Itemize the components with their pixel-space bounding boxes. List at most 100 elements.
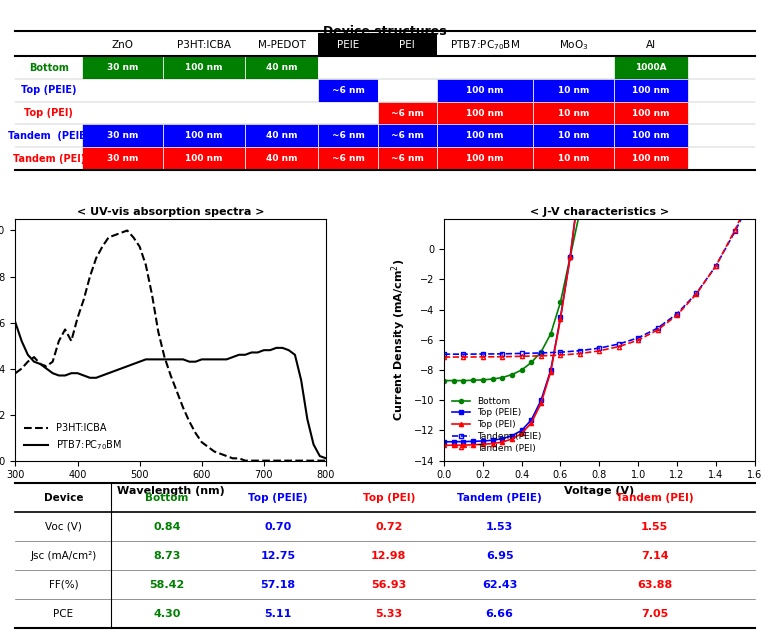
FancyBboxPatch shape xyxy=(82,147,163,170)
Top (PEI) xyxy=(527,419,536,427)
FancyBboxPatch shape xyxy=(319,124,377,147)
P3HT:ICBA xyxy=(129,233,138,241)
FancyBboxPatch shape xyxy=(245,56,319,79)
Text: ~6 nm: ~6 nm xyxy=(390,109,424,118)
Text: 7.14: 7.14 xyxy=(641,551,668,561)
FancyBboxPatch shape xyxy=(15,102,82,124)
Text: Top (PEI): Top (PEI) xyxy=(24,108,73,118)
Text: PTB7:PC$_{70}$BM: PTB7:PC$_{70}$BM xyxy=(450,38,520,52)
Bottom xyxy=(507,370,517,378)
Top (PEIE) xyxy=(449,438,458,445)
Text: Al: Al xyxy=(646,40,656,50)
Line: Top (PEI): Top (PEI) xyxy=(442,93,591,447)
Line: PTB7:PC$_{70}$BM: PTB7:PC$_{70}$BM xyxy=(15,322,326,458)
Tandem (PEIE) xyxy=(750,185,759,193)
PTB7:PC$_{70}$BM xyxy=(216,356,225,363)
FancyBboxPatch shape xyxy=(533,56,614,79)
P3HT:ICBA xyxy=(160,353,169,361)
P3HT:ICBA xyxy=(35,360,45,368)
P3HT:ICBA xyxy=(203,443,213,451)
FancyBboxPatch shape xyxy=(319,33,377,56)
Text: 12.75: 12.75 xyxy=(260,551,296,561)
Top (PEIE) xyxy=(468,437,477,445)
FancyBboxPatch shape xyxy=(437,102,533,124)
FancyBboxPatch shape xyxy=(614,56,688,79)
FancyBboxPatch shape xyxy=(319,79,377,102)
FancyBboxPatch shape xyxy=(245,147,319,170)
Text: 30 nm: 30 nm xyxy=(107,131,139,140)
P3HT:ICBA xyxy=(179,404,188,412)
FancyBboxPatch shape xyxy=(82,33,163,56)
Top (PEIE) xyxy=(459,438,468,445)
Line: Top (PEIE): Top (PEIE) xyxy=(442,96,591,444)
FancyBboxPatch shape xyxy=(614,33,688,56)
Line: Tandem (PEIE): Tandem (PEIE) xyxy=(442,187,757,356)
FancyBboxPatch shape xyxy=(437,124,533,147)
P3HT:ICBA xyxy=(240,457,249,465)
Top (PEI) xyxy=(468,441,477,449)
Legend: P3HT:ICBA, PTB7:PC$_{70}$BM: P3HT:ICBA, PTB7:PC$_{70}$BM xyxy=(20,419,126,456)
PTB7:PC$_{70}$BM xyxy=(104,369,113,377)
FancyBboxPatch shape xyxy=(15,56,82,79)
FancyBboxPatch shape xyxy=(245,102,319,124)
Top (PEIE) xyxy=(537,396,546,404)
Text: 100 nm: 100 nm xyxy=(632,131,670,140)
Tandem (PEIE) xyxy=(740,208,749,215)
Top (PEI) xyxy=(575,176,584,183)
FancyBboxPatch shape xyxy=(82,56,163,79)
Top (PEI) xyxy=(537,399,546,407)
Text: PCE: PCE xyxy=(53,609,73,619)
Top (PEI) xyxy=(497,438,507,446)
Top (PEIE) xyxy=(507,432,517,440)
Bottom xyxy=(478,376,487,384)
P3HT:ICBA xyxy=(216,450,225,458)
Bottom xyxy=(488,375,497,383)
FancyBboxPatch shape xyxy=(614,102,688,124)
PTB7:PC$_{70}$BM xyxy=(234,351,243,358)
Tandem (PEI) xyxy=(556,351,565,359)
Top (PEIE) xyxy=(585,94,594,102)
Text: 30 nm: 30 nm xyxy=(107,154,139,163)
Tandem (PEI) xyxy=(517,353,526,360)
Tandem (PEI) xyxy=(614,343,624,351)
Text: 7.05: 7.05 xyxy=(641,609,668,619)
Text: 57.18: 57.18 xyxy=(260,579,296,590)
FancyBboxPatch shape xyxy=(437,79,533,102)
Text: 30 nm: 30 nm xyxy=(107,63,139,72)
FancyBboxPatch shape xyxy=(377,79,437,102)
Bottom xyxy=(546,330,555,338)
Tandem (PEI) xyxy=(711,262,721,270)
Bottom xyxy=(517,366,526,374)
Top (PEIE) xyxy=(440,438,449,445)
Tandem (PEIE) xyxy=(594,344,604,352)
Legend: Bottom, Top (PEIE), Top (PEI), Tandem (PEIE), Tandem (PEI): Bottom, Top (PEIE), Top (PEI), Tandem (P… xyxy=(449,393,545,456)
Text: 40 nm: 40 nm xyxy=(266,154,297,163)
Text: 10 nm: 10 nm xyxy=(557,86,589,95)
Text: PEI: PEI xyxy=(400,40,415,50)
FancyBboxPatch shape xyxy=(15,79,82,102)
Bottom xyxy=(585,154,594,162)
Text: 100 nm: 100 nm xyxy=(632,154,670,163)
Top (PEIE) xyxy=(546,366,555,374)
FancyBboxPatch shape xyxy=(319,102,377,124)
FancyBboxPatch shape xyxy=(533,102,614,124)
Text: Device: Device xyxy=(44,493,83,503)
Text: 40 nm: 40 nm xyxy=(266,131,297,140)
Tandem (PEI) xyxy=(691,290,701,298)
Top (PEI) xyxy=(566,253,575,261)
Text: Tandem (PEI): Tandem (PEI) xyxy=(12,153,85,163)
Top (PEI) xyxy=(585,91,594,99)
Text: ~6 nm: ~6 nm xyxy=(332,131,364,140)
Top (PEI) xyxy=(488,440,497,447)
FancyBboxPatch shape xyxy=(377,124,437,147)
Top (PEI) xyxy=(546,368,555,376)
Tandem (PEIE) xyxy=(575,347,584,354)
FancyBboxPatch shape xyxy=(82,79,163,102)
Top (PEIE) xyxy=(497,435,507,442)
Tandem (PEIE) xyxy=(556,348,565,356)
FancyBboxPatch shape xyxy=(437,56,533,79)
Text: 100 nm: 100 nm xyxy=(466,131,504,140)
Text: ~6 nm: ~6 nm xyxy=(332,86,364,95)
Text: Top (PEIE): Top (PEIE) xyxy=(21,85,76,96)
Text: 0.84: 0.84 xyxy=(153,522,181,531)
